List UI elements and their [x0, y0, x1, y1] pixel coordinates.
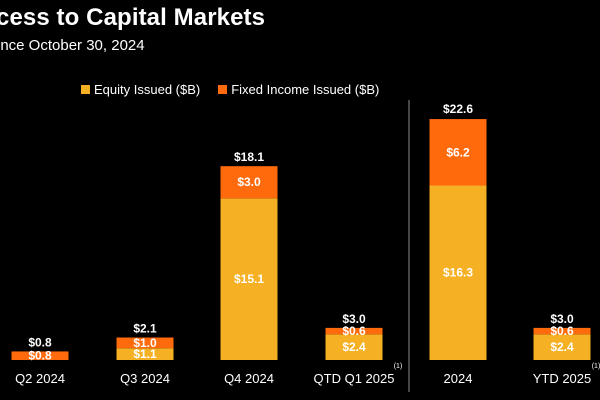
- bar-label-equity-5: $2.4: [550, 340, 574, 354]
- bar-label-fixed-income-5: $0.6: [550, 324, 574, 338]
- bar-label-equity-3: $2.4: [342, 340, 366, 354]
- footnote-marker-3: (1): [394, 363, 403, 370]
- legend-item-fixed-income: Fixed Income Issued ($B): [218, 82, 379, 97]
- legend-swatch-equity: [81, 85, 90, 94]
- bar-equity-5: [533, 334, 591, 360]
- bar-fixed-income-5: [533, 327, 591, 335]
- bar-label-fixed-income-0: $0.8: [28, 349, 52, 363]
- bar-label-equity-1: $1.1: [133, 347, 157, 361]
- page-title: cess to Capital Markets: [0, 4, 266, 31]
- bar-label-fixed-income-1: $1.0: [133, 336, 157, 350]
- category-label-2: Q4 2024: [224, 371, 274, 386]
- bar-label-fixed-income-3: $0.6: [342, 324, 366, 338]
- bar-total-label-2: $18.1: [234, 150, 264, 164]
- category-label-3: QTD Q1 2025: [314, 371, 395, 386]
- legend-label-fixed-income: Fixed Income Issued ($B): [231, 82, 380, 97]
- legend-label-equity: Equity Issued ($B): [94, 82, 201, 97]
- bar-total-label-5: $3.0: [550, 312, 574, 326]
- bar-fixed-income-1: [116, 337, 174, 349]
- chart-legend: Equity Issued ($B) Fixed Income Issued (…: [81, 82, 397, 97]
- bar-fixed-income-2: [220, 166, 278, 199]
- bar-label-fixed-income-2: $3.0: [237, 175, 261, 189]
- bar-equity-1: [116, 348, 174, 360]
- legend-swatch-fixed-income: [218, 85, 228, 94]
- bar-fixed-income-3: [325, 327, 383, 335]
- category-label-1: Q3 2024: [120, 371, 170, 386]
- page-subtitle: ince October 30, 2024: [0, 37, 145, 54]
- bar-label-equity-4: $16.3: [443, 266, 473, 280]
- category-label-4: 2024: [444, 371, 473, 386]
- category-label-5: YTD 2025: [533, 371, 592, 386]
- bar-total-label-3: $3.0: [342, 312, 366, 326]
- bar-total-label-1: $2.1: [133, 322, 157, 336]
- category-label-0: Q2 2024: [15, 371, 65, 386]
- footnote-marker-5: (1): [592, 363, 600, 370]
- bar-label-equity-2: $15.1: [234, 272, 264, 286]
- bar-label-fixed-income-4: $6.2: [446, 145, 470, 159]
- bar-equity-4: [429, 185, 487, 360]
- legend-item-equity: Equity Issued ($B): [81, 82, 200, 97]
- bar-fixed-income-4: [429, 119, 487, 186]
- bar-equity-3: [325, 334, 383, 360]
- bar-equity-2: [220, 198, 278, 360]
- bar-total-label-0: $0.8: [28, 335, 52, 349]
- bar-total-label-4: $22.6: [443, 102, 473, 116]
- bar-fixed-income-0: [11, 351, 69, 360]
